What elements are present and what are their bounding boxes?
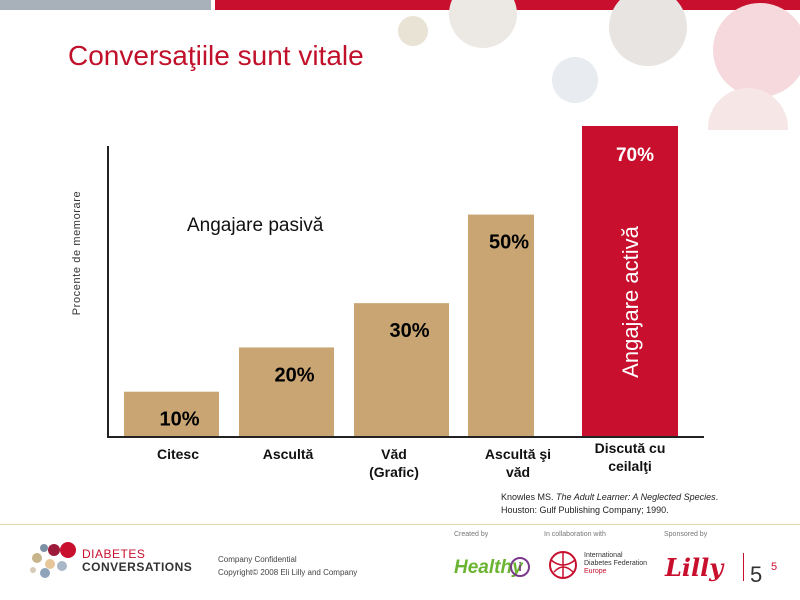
healthy-i-logo: Healthy (454, 557, 523, 578)
bar-4 (468, 214, 534, 436)
category-label-1: Citesc (157, 446, 199, 462)
diabetes-conversations-logo-icon (30, 542, 76, 578)
category-label-4: Ascultă şi văd (485, 446, 551, 480)
page-number-superscript: 5 (771, 561, 778, 573)
decorative-circles (398, 0, 800, 130)
collaboration-label: In collaboration with (544, 531, 606, 538)
y-axis-label: Procente de memorare (71, 191, 83, 316)
reference-citation: Knowles MS. The Adult Learner: A Neglect… (501, 492, 719, 515)
bar-1 (124, 391, 219, 436)
diabetes-conversations-brand: DIABETES CONVERSATIONS (82, 547, 193, 574)
confidential-notice: Company Confidential Copyright© 2008 Eli… (218, 555, 358, 577)
page-number: 5 (750, 562, 763, 587)
category-label-3: Văd (Grafic) (369, 446, 419, 480)
bar-2 (239, 347, 334, 436)
active-engagement-label: Angajare activă (618, 225, 643, 377)
page-number-separator (743, 553, 744, 581)
idf-globe-icon (549, 551, 577, 579)
created-by-label: Created by (454, 531, 489, 538)
bar-value-label-3: 30% (389, 320, 429, 342)
bar-value-label-2: 20% (274, 364, 314, 386)
category-label-5: Discută cu ceilalţi (595, 440, 666, 474)
healthy-i-logo-icon: i (510, 557, 530, 577)
passive-engagement-label: Angajare pasivă (187, 215, 324, 236)
bar-value-label-5: 70% (616, 145, 654, 166)
footer-divider (0, 524, 800, 525)
bar-3 (354, 303, 449, 436)
category-label-2: Ascultă (263, 446, 314, 462)
page-title: Conversaţiile sunt vitale (68, 40, 364, 71)
idf-logo-text: International Diabetes Federation Europe (584, 552, 648, 575)
bar-value-label-4: 50% (489, 232, 529, 254)
top-bar-grey (0, 0, 211, 10)
bar-5 (582, 126, 678, 436)
bar-value-label-1: 10% (159, 409, 199, 431)
bar-chart: Procente de memorare Angajare pasivă 10%… (71, 126, 704, 480)
lilly-logo: Lilly (665, 553, 724, 582)
sponsored-by-label: Sponsored by (664, 531, 708, 538)
footer (0, 525, 800, 600)
